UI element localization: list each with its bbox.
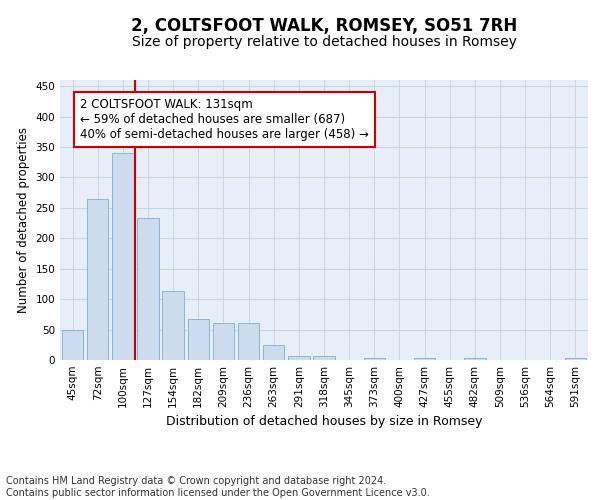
Text: Contains HM Land Registry data © Crown copyright and database right 2024.
Contai: Contains HM Land Registry data © Crown c… bbox=[6, 476, 430, 498]
Bar bbox=[288, 356, 310, 360]
Bar bbox=[464, 358, 485, 360]
Bar bbox=[263, 345, 284, 360]
Text: 2 COLTSFOOT WALK: 131sqm
← 59% of detached houses are smaller (687)
40% of semi-: 2 COLTSFOOT WALK: 131sqm ← 59% of detach… bbox=[80, 98, 369, 142]
Bar bbox=[414, 358, 435, 360]
Bar bbox=[313, 356, 335, 360]
Bar bbox=[364, 358, 385, 360]
Bar bbox=[87, 198, 109, 360]
X-axis label: Distribution of detached houses by size in Romsey: Distribution of detached houses by size … bbox=[166, 416, 482, 428]
Bar bbox=[137, 218, 158, 360]
Text: Size of property relative to detached houses in Romsey: Size of property relative to detached ho… bbox=[131, 35, 517, 49]
Bar bbox=[565, 358, 586, 360]
Bar bbox=[112, 153, 134, 360]
Bar bbox=[213, 323, 234, 360]
Bar bbox=[62, 330, 83, 360]
Text: 2, COLTSFOOT WALK, ROMSEY, SO51 7RH: 2, COLTSFOOT WALK, ROMSEY, SO51 7RH bbox=[131, 18, 517, 36]
Bar bbox=[163, 291, 184, 360]
Bar bbox=[188, 319, 209, 360]
Bar bbox=[238, 323, 259, 360]
Y-axis label: Number of detached properties: Number of detached properties bbox=[17, 127, 30, 313]
